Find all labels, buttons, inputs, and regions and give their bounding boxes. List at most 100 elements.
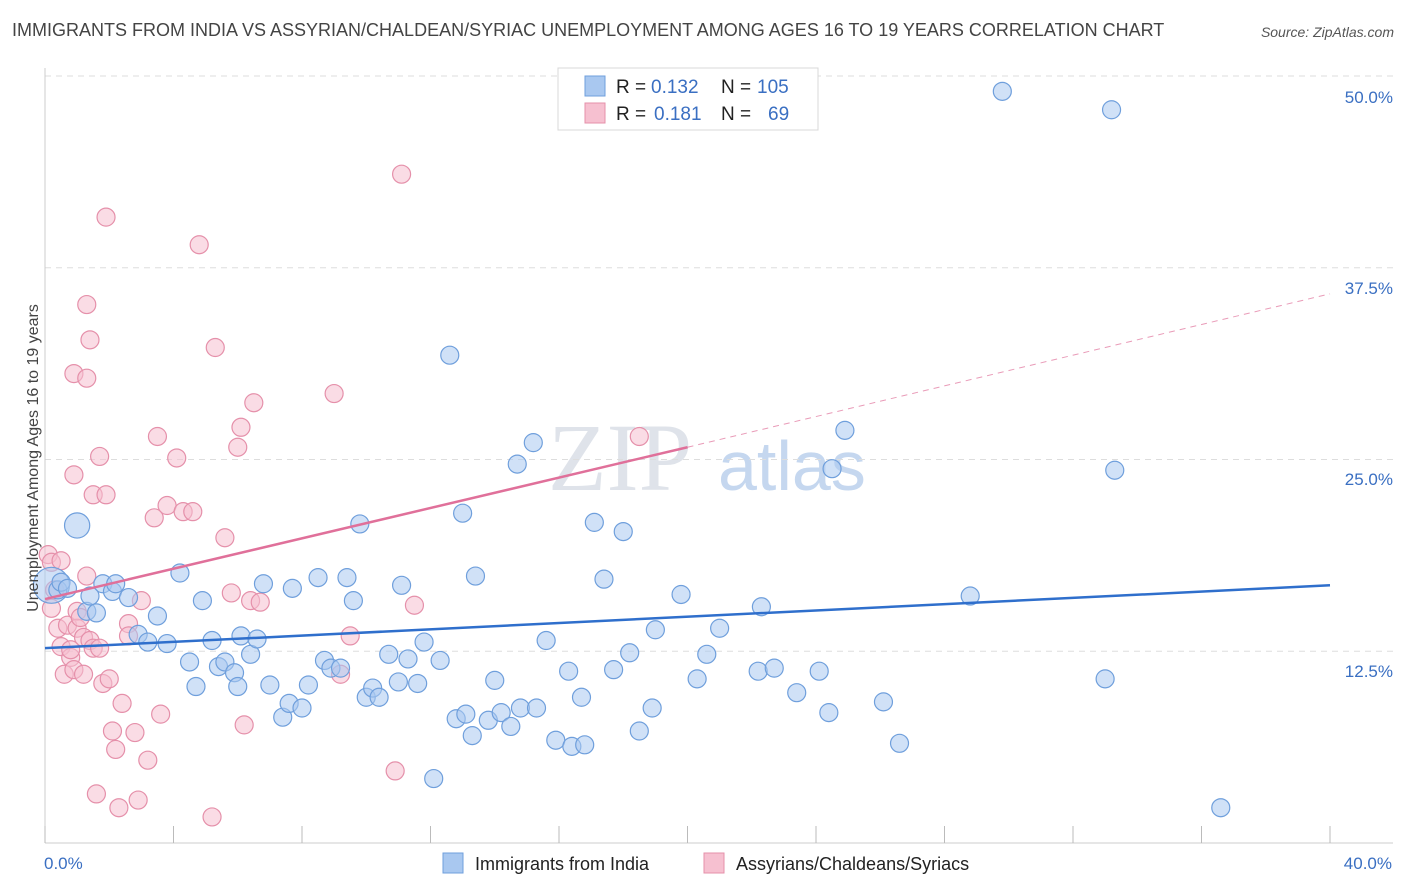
assyrians-point-23: [80, 330, 100, 350]
india-point-81: [671, 584, 691, 605]
india-point-68: [546, 730, 566, 750]
legend-n-value-assyrians: 69: [768, 104, 789, 125]
assyrians-point-26: [86, 784, 107, 804]
india-point-34: [298, 675, 319, 695]
india-point-62: [501, 716, 521, 737]
bottom-legend-label-assyrians: Assyrians/Chaldeans/Syriacs: [736, 854, 969, 874]
y-axis-label: Unemployment Among Ages 16 to 19 years: [25, 304, 42, 612]
india-point-57: [462, 726, 482, 746]
india-point-83: [697, 644, 717, 664]
india-point-14: [147, 606, 168, 626]
assyrians-point-34: [106, 739, 126, 760]
india-point-32: [282, 578, 302, 598]
assyrians-point-11: [64, 465, 84, 485]
india-point-95: [960, 586, 980, 606]
india-point-98: [1095, 669, 1115, 689]
india-point-99: [1105, 460, 1125, 480]
assyrians-point-54: [221, 583, 241, 603]
chart-title: IMMIGRANTS FROM INDIA VS ASSYRIAN/CHALDE…: [12, 20, 1165, 40]
india-point-76: [613, 521, 633, 542]
india-point-24: [228, 676, 248, 697]
india-point-66: [526, 698, 547, 718]
x-tick-min: 0.0%: [44, 854, 83, 873]
assyrians-point-59: [244, 393, 264, 413]
assyrians-point-27: [90, 446, 110, 467]
india-point-92: [835, 420, 855, 440]
india-point-71: [571, 687, 592, 707]
y-tick-50: 50.0%: [1345, 88, 1393, 107]
india-point-4: [63, 512, 91, 539]
assyrians-point-60: [250, 592, 270, 612]
india-point-17: [179, 652, 200, 672]
india-point-28: [253, 574, 274, 594]
india-point-44: [369, 687, 389, 707]
legend-n-label-india: N =: [721, 77, 751, 98]
assyrians-point-30: [96, 207, 116, 227]
india-point-25: [231, 626, 251, 646]
india-point-46: [388, 672, 408, 692]
assyrians-point-35: [109, 798, 129, 818]
india-point-7: [86, 603, 107, 623]
axes: [44, 68, 1393, 844]
assyrians-point-45: [151, 704, 171, 724]
india-point-77: [620, 643, 640, 663]
india-point-47: [391, 575, 412, 595]
india-point-52: [430, 650, 450, 671]
india-point-80: [645, 620, 665, 640]
legend-r-value-india: 0.132: [651, 77, 699, 98]
india-point-45: [379, 644, 399, 664]
india-point-55: [453, 503, 473, 523]
india-point-74: [594, 569, 614, 589]
bottom-legend-swatch-india: [442, 852, 464, 874]
india-point-86: [751, 597, 771, 617]
y-tick-25: 25.0%: [1345, 470, 1393, 489]
legend-r-label-india: R =: [616, 77, 646, 98]
assyrians-point-61: [324, 383, 344, 404]
legend-r-label-assyrians: R =: [616, 104, 646, 125]
assyrians-point-56: [231, 417, 251, 437]
assyrians-point-49: [183, 502, 203, 522]
india-point-11: [118, 587, 139, 608]
india-point-65: [523, 433, 543, 453]
assyrians-point-55: [228, 437, 248, 457]
legend-swatch-assyrians: [584, 102, 606, 124]
assyrians-point-64: [385, 761, 405, 781]
assyrians-point-66: [404, 595, 425, 615]
india-point-84: [710, 618, 730, 638]
assyrians-point-19: [77, 566, 97, 586]
india-point-67: [536, 630, 556, 651]
watermark-zip: ZIP: [548, 404, 692, 511]
assyrians-point-43: [144, 508, 164, 528]
trendline-assyrians: [44, 446, 688, 601]
trend-lines: [44, 293, 1331, 650]
source-label: Source: ZipAtlas.com: [1260, 24, 1394, 40]
india-point-60: [485, 670, 505, 690]
india-point-19: [192, 591, 213, 611]
bottom-legend-label-india: Immigrants from India: [475, 854, 650, 874]
legend-box: R = 0.132 N = 105 R = 0.181 N = 69: [557, 67, 819, 131]
assyrians-point-39: [125, 722, 145, 743]
assyrians-point-52: [205, 337, 225, 358]
assyrians-point-40: [128, 790, 148, 810]
assyrians-point-47: [167, 448, 187, 468]
grid-lines: [45, 75, 1393, 652]
india-point-48: [398, 649, 418, 669]
india-point-53: [440, 345, 460, 365]
india-point-33: [292, 698, 312, 718]
india-point-61: [491, 703, 511, 723]
india-point-38: [330, 658, 351, 678]
india-point-72: [575, 735, 595, 755]
assyrians-point-28: [90, 638, 110, 658]
assyrians-point-10: [61, 640, 81, 660]
assyrians-point-44: [147, 426, 168, 447]
assyrians-point-57: [234, 715, 254, 735]
india-point-79: [642, 698, 662, 718]
assyrians-point-50: [189, 235, 209, 255]
india-point-87: [764, 658, 784, 678]
india-point-89: [809, 661, 829, 681]
assyrians-point-65: [391, 164, 412, 184]
india-point-56: [456, 704, 476, 724]
india-point-85: [748, 661, 768, 681]
india-point-97: [1101, 100, 1122, 120]
